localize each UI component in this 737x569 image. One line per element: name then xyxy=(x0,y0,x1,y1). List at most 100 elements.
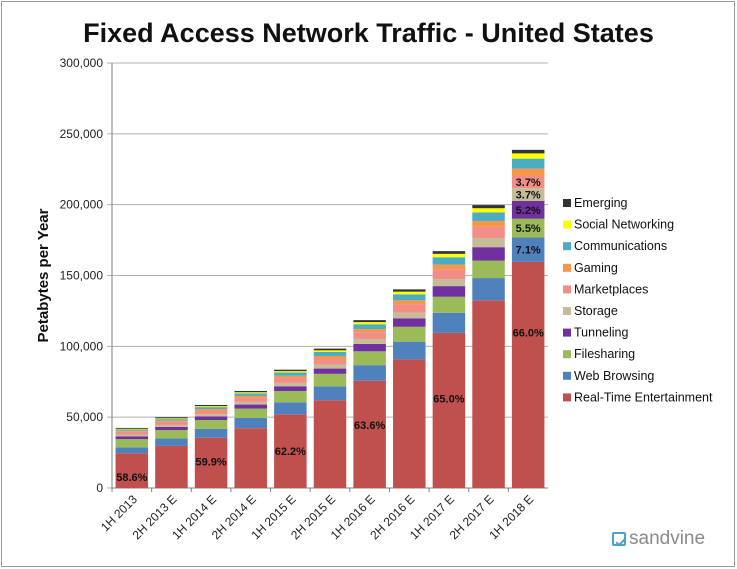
bar-segment[interactable] xyxy=(472,208,505,213)
bar-segment[interactable] xyxy=(472,300,505,488)
bar-segment[interactable] xyxy=(432,269,466,280)
bar-segment[interactable] xyxy=(313,368,347,374)
bar-segment[interactable] xyxy=(472,278,505,301)
bar-segment[interactable] xyxy=(194,437,228,488)
bar-segment[interactable] xyxy=(511,188,545,201)
bar-segment[interactable] xyxy=(115,453,149,488)
bar-segment[interactable] xyxy=(194,410,228,415)
bar-segment[interactable] xyxy=(472,220,505,227)
bar-segment[interactable] xyxy=(313,364,347,369)
bar-segment[interactable] xyxy=(511,200,545,219)
bar-segment[interactable] xyxy=(274,414,307,488)
bar-segment[interactable] xyxy=(353,332,386,339)
bar-segment[interactable] xyxy=(393,341,426,360)
bar-segment[interactable] xyxy=(511,149,545,154)
bar-segment[interactable] xyxy=(353,324,386,330)
bar-segment[interactable] xyxy=(115,427,149,429)
bar-segment[interactable] xyxy=(393,304,426,313)
bar-segment[interactable] xyxy=(353,365,386,381)
bar-segment[interactable] xyxy=(234,397,267,402)
bar-segment[interactable] xyxy=(432,279,466,287)
bar-segment[interactable] xyxy=(234,392,267,394)
bar-segment[interactable] xyxy=(234,390,267,393)
bar-segment[interactable] xyxy=(393,300,426,305)
bar-segment[interactable] xyxy=(393,294,426,301)
bar-segment[interactable] xyxy=(313,373,347,387)
bar-segment[interactable] xyxy=(393,312,426,319)
bar-segment[interactable] xyxy=(234,404,267,409)
bar-segment[interactable] xyxy=(313,350,347,352)
bar-segment[interactable] xyxy=(511,175,545,189)
bar-segment[interactable] xyxy=(115,431,149,435)
bar-segment[interactable] xyxy=(472,226,505,238)
bar-segment[interactable] xyxy=(472,247,505,261)
bar-segment[interactable] xyxy=(511,237,545,262)
bar-segment[interactable] xyxy=(353,320,386,323)
bar-segment[interactable] xyxy=(155,445,188,488)
bar-segment[interactable] xyxy=(194,428,228,438)
bar-segment[interactable] xyxy=(194,406,228,408)
bar-segment[interactable] xyxy=(313,358,347,365)
bar-segment[interactable] xyxy=(313,355,347,359)
bar-segment[interactable] xyxy=(155,430,188,439)
bar-segment[interactable] xyxy=(353,380,386,488)
bar-segment[interactable] xyxy=(472,237,505,248)
bar-segment[interactable] xyxy=(472,212,505,221)
bar-segment[interactable] xyxy=(234,393,267,396)
bar-segment[interactable] xyxy=(115,428,149,430)
bar-segment[interactable] xyxy=(313,348,347,351)
bar-segment[interactable] xyxy=(274,377,307,383)
bar-segment[interactable] xyxy=(194,416,228,420)
bar-segment[interactable] xyxy=(393,326,426,342)
bar-segment[interactable] xyxy=(393,318,426,327)
bar-segment[interactable] xyxy=(274,402,307,415)
bar-segment[interactable] xyxy=(511,261,545,488)
bar-segment[interactable] xyxy=(353,338,386,344)
bar-segment[interactable] xyxy=(472,260,505,279)
bar-segment[interactable] xyxy=(313,400,347,488)
bar-segment[interactable] xyxy=(234,417,267,429)
bar-segment[interactable] xyxy=(432,312,466,333)
bar-segment[interactable] xyxy=(432,286,466,297)
bar-segment[interactable] xyxy=(511,158,545,169)
bar-segment[interactable] xyxy=(432,257,466,265)
bar-segment[interactable] xyxy=(155,417,188,419)
bar-segment[interactable] xyxy=(115,436,149,440)
bar-segment[interactable] xyxy=(155,438,188,446)
bar-segment[interactable] xyxy=(234,428,267,488)
bar-segment[interactable] xyxy=(234,395,267,398)
bar-segment[interactable] xyxy=(511,168,545,176)
bar-segment[interactable] xyxy=(115,430,149,432)
bar-segment[interactable] xyxy=(194,407,228,410)
bar-segment[interactable] xyxy=(155,421,188,425)
bar-segment[interactable] xyxy=(511,153,545,159)
bar-segment[interactable] xyxy=(393,359,426,488)
bar-segment[interactable] xyxy=(432,253,466,258)
bar-segment[interactable] xyxy=(274,390,307,403)
bar-segment[interactable] xyxy=(155,419,188,421)
bar-segment[interactable] xyxy=(274,382,307,387)
bar-segment[interactable] xyxy=(511,218,545,238)
bar-segment[interactable] xyxy=(194,409,228,411)
bar-segment[interactable] xyxy=(155,418,188,420)
bar-segment[interactable] xyxy=(115,434,149,437)
bar-segment[interactable] xyxy=(155,426,188,431)
bar-segment[interactable] xyxy=(234,408,267,418)
bar-segment[interactable] xyxy=(393,289,426,292)
bar-segment[interactable] xyxy=(194,414,228,417)
bar-segment[interactable] xyxy=(274,386,307,391)
bar-segment[interactable] xyxy=(234,401,267,405)
bar-segment[interactable] xyxy=(353,351,386,366)
bar-segment[interactable] xyxy=(194,420,228,429)
bar-segment[interactable] xyxy=(115,439,149,448)
bar-segment[interactable] xyxy=(432,296,466,313)
bar-segment[interactable] xyxy=(194,404,228,407)
bar-segment[interactable] xyxy=(353,322,386,325)
bar-segment[interactable] xyxy=(155,420,188,422)
bar-segment[interactable] xyxy=(353,343,386,352)
bar-segment[interactable] xyxy=(313,352,347,356)
bar-segment[interactable] xyxy=(432,332,466,488)
bar-segment[interactable] xyxy=(432,251,466,254)
bar-segment[interactable] xyxy=(115,447,149,454)
bar-segment[interactable] xyxy=(432,264,466,270)
